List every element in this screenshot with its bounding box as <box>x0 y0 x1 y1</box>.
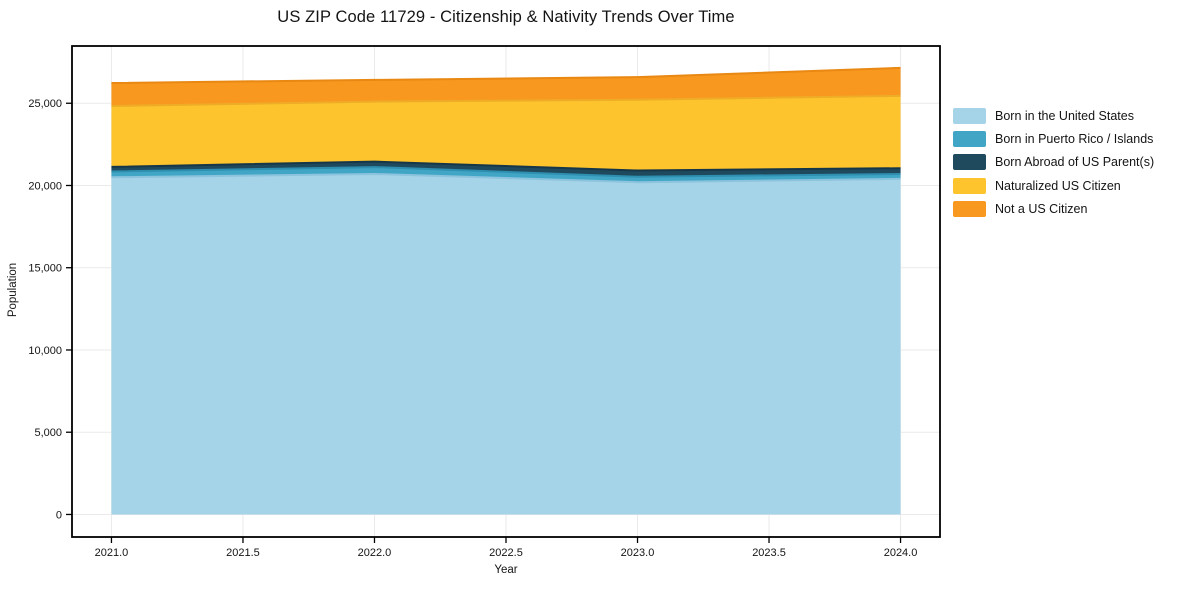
legend-label: Born Abroad of US Parent(s) <box>995 155 1155 170</box>
area-series <box>111 161 901 177</box>
y-axis-label: Population <box>7 262 19 318</box>
x-tick-label: 2023.5 <box>752 547 786 559</box>
legend-label: Born in the United States <box>995 108 1134 123</box>
area-edge-line <box>111 66 901 85</box>
x-tick-label: 2023.0 <box>621 547 655 559</box>
x-axis-label: Year <box>494 564 518 576</box>
legend-label: Naturalized US Citizen <box>995 178 1121 193</box>
x-tick-label: 2022.0 <box>358 547 392 559</box>
legend-label: Born in Puerto Rico / Islands <box>995 132 1154 147</box>
legend-swatch <box>953 131 986 148</box>
legend-label: Not a US Citizen <box>995 202 1088 217</box>
legend-item-5: Not a US Citizen <box>953 198 1154 221</box>
y-tick-label: 0 <box>56 509 62 521</box>
y-tick-label: 15,000 <box>28 263 62 275</box>
legend-item-4: Naturalized US Citizen <box>953 174 1154 197</box>
area-edge-line <box>111 160 901 172</box>
x-tick-label: 2022.5 <box>489 547 523 559</box>
area-edge-line <box>111 94 901 108</box>
y-tick-label: 25,000 <box>28 98 62 110</box>
area-edge-line <box>111 166 901 178</box>
x-tick-label: 2021.5 <box>226 547 260 559</box>
legend-item-3: Born Abroad of US Parent(s) <box>953 151 1154 174</box>
area-edge-line <box>111 172 901 184</box>
legend-swatch <box>953 154 986 171</box>
legend-item-2: Born in Puerto Rico / Islands <box>953 127 1154 150</box>
legend-item-1: Born in the United States <box>953 104 1154 127</box>
x-tick-label: 2024.0 <box>884 547 918 559</box>
y-tick-label: 20,000 <box>28 180 62 192</box>
y-tick-label: 5,000 <box>34 427 62 439</box>
legend-swatch <box>953 107 986 124</box>
legend-swatch <box>953 201 986 218</box>
area-series <box>111 95 901 171</box>
x-tick-label: 2021.0 <box>95 547 129 559</box>
legend-swatch <box>953 177 986 194</box>
area-series <box>111 67 901 107</box>
legend: Born in the United States Born in Puerto … <box>953 104 1154 221</box>
chart-title: US ZIP Code 11729 - Citizenship & Nativi… <box>277 8 735 26</box>
y-tick-label: 10,000 <box>28 345 62 357</box>
area-series <box>111 173 901 515</box>
area-series <box>111 167 901 183</box>
